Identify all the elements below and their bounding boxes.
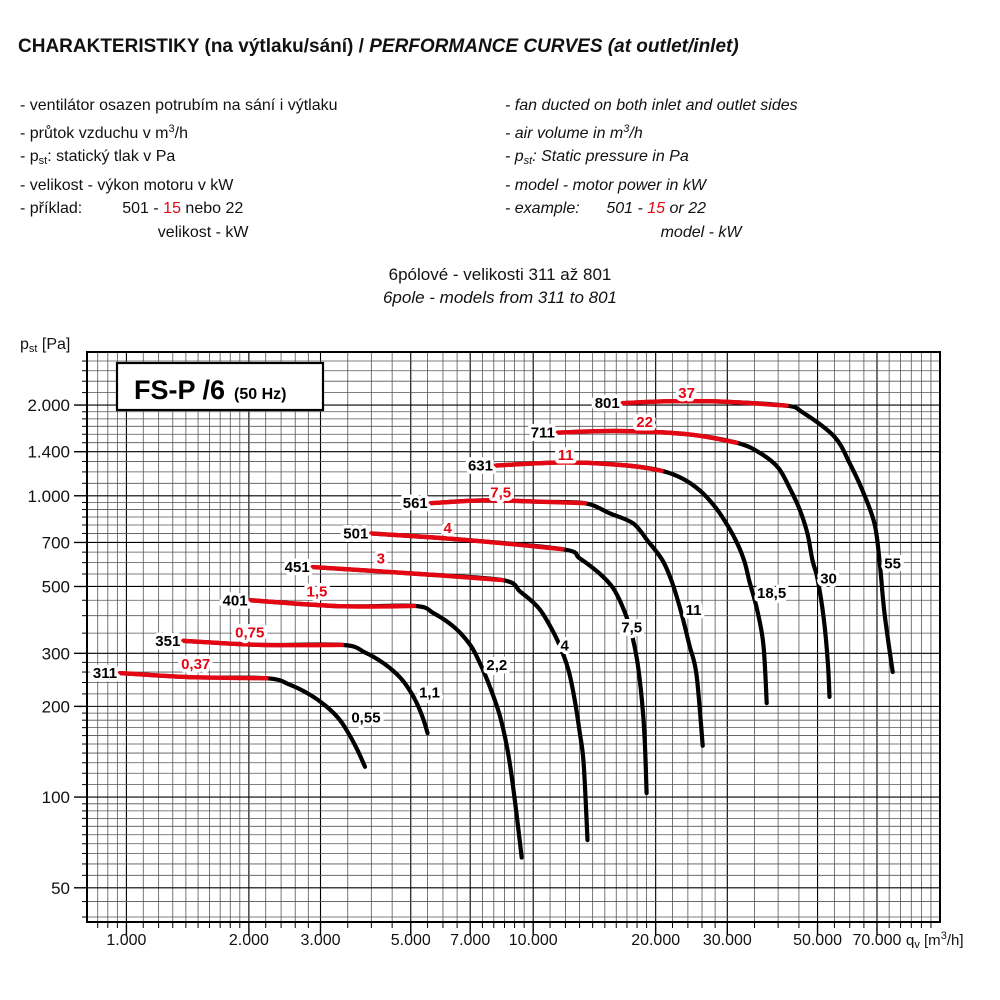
chart-label: 50 [51,879,70,898]
model-label-311: 311 [93,665,117,682]
note-line: qv [m3/h] [906,930,964,951]
motor-curve-red-501 [369,531,565,552]
motor-curve-red-631 [493,460,664,473]
power-label-black-311: 0,55 [351,709,380,726]
chart-label: 50.000 [793,932,842,949]
note-line: - model - motor power in kW [505,176,706,194]
motor-curve-red-351 [181,638,345,648]
model-label-501: 501 [343,525,368,542]
motor-curve-red-711 [555,428,739,445]
power-label-black-801: 55 [884,555,901,572]
note-line: - pst: statický tlak v Pa [20,148,176,167]
fan-curve-401 [248,598,524,860]
fan-curve-631 [493,460,769,706]
chart-label: 1.400 [27,443,70,462]
note-line: - fan ducted on both inlet and outlet si… [505,97,798,114]
power-label-black-401: 2,2 [486,657,507,674]
power-label-red-401: 1,5 [307,583,328,600]
motor-curve-red-561 [428,498,588,506]
power-label-red-711: 22 [636,414,653,431]
chart-label: 1.000 [27,487,70,506]
model-label-801: 801 [595,395,620,412]
page-title-en: PERFORMANCE CURVES (at outlet/inlet) [369,36,739,57]
power-label-red-451: 3 [377,550,385,567]
note-line: velikost - kW [20,223,249,241]
power-label-black-351: 1,1 [419,685,440,702]
model-label-711: 711 [531,425,555,442]
power-label-red-351: 0,75 [235,624,264,641]
y-axis-title: pst [Pa] [20,336,70,355]
motor-curve-red-801 [620,398,789,408]
chart-label: 1.000 [106,932,146,949]
chart-label: 700 [42,533,70,552]
chart-label: 3.000 [300,932,340,949]
fan-curve-801 [620,399,895,675]
chart-label: 2.000 [229,932,269,949]
chart-title-box [115,361,325,412]
chart-label: 200 [42,697,70,716]
power-label-red-311: 0,37 [181,656,210,673]
note-line: - velikost - výkon motoru v kW [20,176,234,194]
chart-label: 30.000 [703,932,752,949]
power-label-red-501: 4 [443,520,452,537]
chart-label: 100 [42,788,70,807]
plot-border [86,351,941,923]
note-line: - příklad: 501 - 15 nebo 22 [20,200,244,217]
fan-curve-561 [428,498,705,748]
chart-label: 10.000 [509,932,558,949]
power-label-red-631: 11 [558,447,574,464]
notes-list-english: - fan ducted on both inlet and outlet si… [505,94,798,244]
chart-label: 7.000 [450,932,490,949]
chart-label: 5.000 [391,932,431,949]
model-label-351: 351 [155,633,180,650]
power-label-black-561: 11 [686,602,702,619]
chart-label: 2.000 [27,396,70,415]
motor-curve-red-451 [310,564,505,583]
page-title-cz: CHARAKTERISTIKY (na výtlaku/sání) / [18,36,370,57]
power-label-black-451: 4 [561,637,570,654]
power-label-black-631: 18,5 [757,585,786,602]
note-line: pst [Pa] [20,336,71,355]
note-line: - ventilátor osazen potrubím na sání i v… [20,97,338,114]
x-axis-title: qv [m3/h] [906,930,964,951]
chart-subtitle: 6pólové - velikosti 311 až 801 6pole - m… [0,263,1000,309]
model-label-561: 561 [403,495,428,512]
motor-curve-red-311 [117,670,269,681]
chart-subtitle-cz: 6pólové - velikosti 311 až 801 [388,265,612,284]
model-label-451: 451 [285,559,310,576]
power-label-black-711: 30 [820,570,837,587]
power-label-red-801: 37 [678,385,695,402]
notes-list-czech: - ventilátor osazen potrubím na sání i v… [20,94,338,244]
motor-curve-red-401 [248,598,417,609]
note-line: model - kW [505,223,742,241]
power-label-red-561: 7,5 [490,484,511,501]
chart-title: FS-P /6 (50 Hz) [134,375,287,405]
note-line: - air volume in m3/h [505,122,643,142]
note-line: - example: 501 - 15 or 22 [505,200,706,217]
model-label-631: 631 [468,458,493,475]
chart-label: 500 [42,577,70,596]
chart-label: 70.000 [853,932,902,949]
note-line: - pst: Static pressure in Pa [505,148,689,167]
chart-label: 300 [42,644,70,663]
note-line: - průtok vzduchu v m3/h [20,122,188,142]
chart-subtitle-en: 6pole - models from 311 to 801 [382,288,618,307]
page-title: CHARAKTERISTIKY (na výtlaku/sání) / PERF… [18,36,739,58]
model-label-401: 401 [223,592,248,609]
power-label-black-501: 7,5 [621,619,642,636]
chart-label: 20.000 [631,932,680,949]
